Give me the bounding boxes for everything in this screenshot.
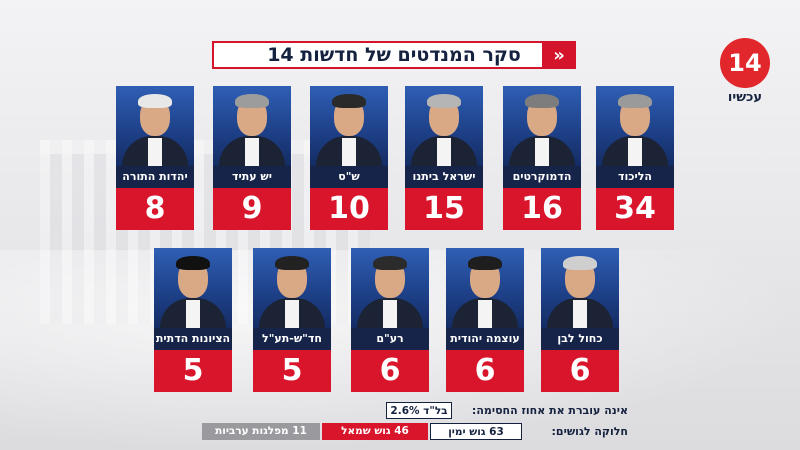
chart-title-box: סקר המנדטים של חדשות 14 « [212,41,576,69]
party-card: כחול לבן 6 [541,248,619,392]
seat-count: 6 [446,350,524,392]
chevrons-icon: « [542,41,576,69]
party-name: רע"ם [351,328,429,350]
party-name: הליכוד [596,166,674,188]
party-name: ש"ס [310,166,388,188]
party-name: יהדות התורה [116,166,194,188]
threshold-party: בל"ד 2.6% [386,402,452,419]
candidate-photo [596,86,674,166]
party-name: ישראל ביתנו [405,166,483,188]
seat-count: 34 [596,188,674,230]
bloc-right: 63 גוש ימין [430,423,522,440]
party-card: הדמוקרטים 16 [503,86,581,230]
party-card: חד"ש-תע"ל 5 [253,248,331,392]
seat-count: 10 [310,188,388,230]
threshold-label: אינה עוברת את אחוז החסימה: [471,404,628,417]
chart-title: סקר המנדטים של חדשות 14 [267,44,521,66]
party-card: ש"ס 10 [310,86,388,230]
candidate-photo [310,86,388,166]
party-name: הדמוקרטים [503,166,581,188]
party-card: יש עתיד 9 [213,86,291,230]
seat-count: 15 [405,188,483,230]
bloc-left: 46 גוש שמאל [322,423,428,440]
candidate-photo [213,86,291,166]
party-card: רע"ם 6 [351,248,429,392]
seat-count: 6 [351,350,429,392]
seat-count: 6 [541,350,619,392]
blocs-label: חלוקה לגושים: [551,425,628,438]
seat-count: 8 [116,188,194,230]
party-name: עוצמה יהודית [446,328,524,350]
bloc-arab: 11 מפלגות ערביות [202,423,320,440]
party-card: עוצמה יהודית 6 [446,248,524,392]
party-card: יהדות התורה 8 [116,86,194,230]
candidate-photo [154,248,232,328]
channel-logo: 14 [720,38,770,88]
party-name: יש עתיד [213,166,291,188]
candidate-photo [116,86,194,166]
candidate-photo [253,248,331,328]
channel-logo-name: עכשיו [727,90,763,105]
party-name: חד"ש-תע"ל [253,328,331,350]
party-name: הציונות הדתית [154,328,232,350]
party-card: הליכוד 34 [596,86,674,230]
party-card: הציונות הדתית 5 [154,248,232,392]
seat-count: 5 [253,350,331,392]
candidate-photo [541,248,619,328]
party-card: ישראל ביתנו 15 [405,86,483,230]
party-name: כחול לבן [541,328,619,350]
candidate-photo [405,86,483,166]
seat-count: 5 [154,350,232,392]
candidate-photo [351,248,429,328]
candidate-photo [446,248,524,328]
seat-count: 9 [213,188,291,230]
seat-count: 16 [503,188,581,230]
candidate-photo [503,86,581,166]
